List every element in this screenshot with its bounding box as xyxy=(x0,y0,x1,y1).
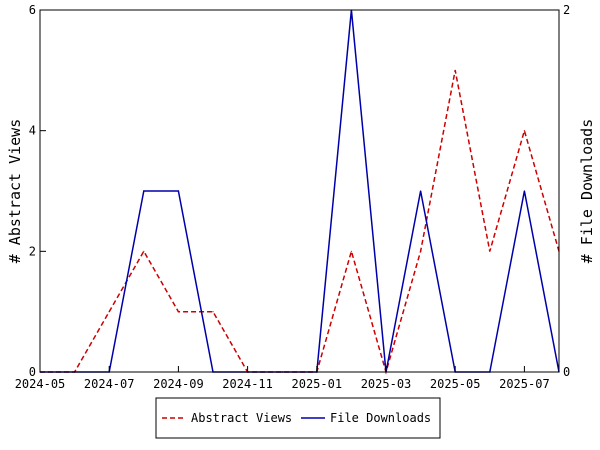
data-point-abstract-views xyxy=(489,250,491,252)
x-tick-label: 2024-11 xyxy=(222,377,273,391)
x-tick-label: 2024-09 xyxy=(153,377,204,391)
data-point-abstract-views xyxy=(454,69,456,71)
y-right-tick-label: 0 xyxy=(563,365,570,379)
data-point-abstract-views xyxy=(143,250,145,252)
data-point-abstract-views xyxy=(177,311,179,313)
data-point-abstract-views xyxy=(420,250,422,252)
legend: Abstract Views File Downloads xyxy=(155,397,441,439)
left-axis: 0 2 4 6 xyxy=(29,3,46,379)
y-left-tick-label: 2 xyxy=(29,244,36,258)
y-right-axis-title: # File Downloads xyxy=(578,119,596,264)
plot-frame xyxy=(39,9,560,373)
data-point-abstract-views xyxy=(350,250,352,252)
y-left-tick-label: 0 xyxy=(29,365,36,379)
x-tick-label: 2025-03 xyxy=(361,377,412,391)
x-tick-label: 2025-07 xyxy=(499,377,550,391)
legend-label-file-downloads: File Downloads xyxy=(330,411,431,425)
x-tick-label: 2024-05 xyxy=(15,377,66,391)
legend-label-abstract-views: Abstract Views xyxy=(191,411,292,425)
data-point-abstract-views xyxy=(212,311,214,313)
x-tick-label: 2025-05 xyxy=(430,377,481,391)
series-line-file-downloads xyxy=(40,9,560,373)
y-left-tick-label: 4 xyxy=(29,124,36,138)
data-point-file-downloads xyxy=(420,190,422,192)
data-point-abstract-views xyxy=(523,130,526,132)
data-point-file-downloads xyxy=(177,190,179,192)
data-point-abstract-views xyxy=(108,311,110,313)
right-axis: 02 xyxy=(553,3,570,379)
legend-box xyxy=(155,397,441,439)
x-tick-label: 2025-01 xyxy=(292,377,343,391)
y-left-tick-label: 6 xyxy=(29,3,36,17)
y-left-axis-title: # Abstract Views xyxy=(6,119,24,264)
series-layer xyxy=(39,9,560,375)
y-right-tick-label: 2 xyxy=(563,3,570,17)
data-point-file-downloads xyxy=(143,190,145,192)
data-point-file-downloads xyxy=(523,190,526,192)
x-axis: 2024-05 2024-07 2024-09 2024-11 2025-01 2025-… xyxy=(15,366,550,391)
x-tick-label: 2024-07 xyxy=(84,377,135,391)
